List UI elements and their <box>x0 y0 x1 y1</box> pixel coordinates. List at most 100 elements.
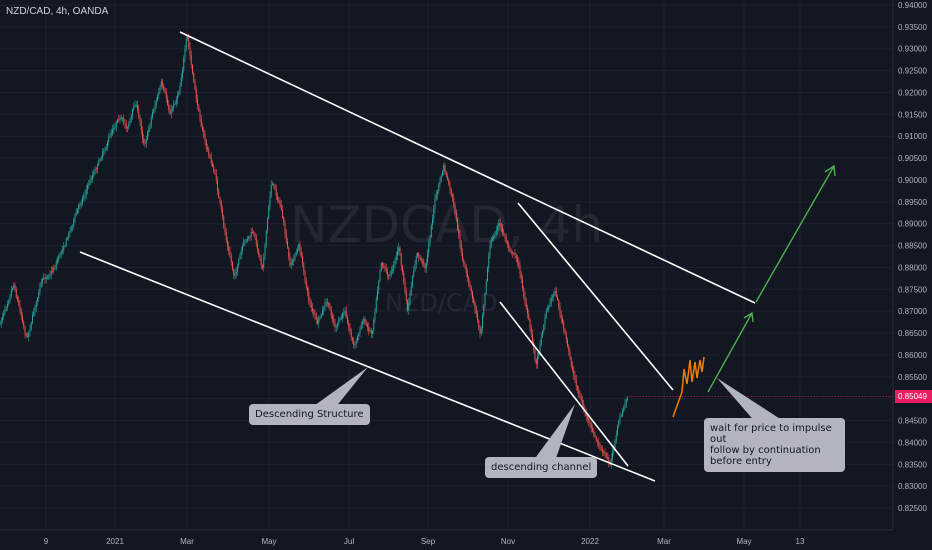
x-tick-label: Sep <box>421 537 436 546</box>
candle-body <box>507 241 508 244</box>
candle-body <box>270 184 272 196</box>
candle-body <box>105 147 107 150</box>
candle-body <box>504 234 506 238</box>
continuation-arrowhead-1 <box>743 311 754 323</box>
candle-body <box>505 237 507 242</box>
candle-body <box>33 311 35 315</box>
candle-body <box>354 344 356 346</box>
candle-body <box>242 245 243 251</box>
candle-body <box>513 253 515 255</box>
y-tick-label: 0.94000 <box>898 1 927 10</box>
descending-structure-callout[interactable]: Descending Structure <box>249 404 370 425</box>
candle-body <box>534 349 536 360</box>
candle-body <box>107 141 108 148</box>
candle-body <box>243 240 245 246</box>
candle-body <box>624 403 626 408</box>
candle-body <box>150 117 152 125</box>
candle-body <box>109 134 111 137</box>
candle-body <box>397 251 398 256</box>
candle-body <box>452 195 453 198</box>
candle-body <box>365 323 367 325</box>
candle-body <box>110 132 112 135</box>
candle-body <box>142 130 143 139</box>
x-tick-label: 2022 <box>581 537 599 546</box>
candle-body <box>398 247 400 252</box>
candle-body <box>395 255 397 261</box>
descending-channel-callout[interactable]: descending channel <box>485 457 598 478</box>
candle-body <box>32 314 33 323</box>
candle-body <box>435 194 437 199</box>
candle-body <box>604 451 606 455</box>
candle-body <box>24 326 26 335</box>
candle-body <box>622 411 623 416</box>
candle-body <box>553 293 555 297</box>
candle-body <box>215 173 217 181</box>
candle-body <box>545 310 547 318</box>
candle-body <box>148 128 150 133</box>
y-tick-label: 0.86500 <box>898 329 927 338</box>
candle-body <box>508 243 510 249</box>
candle-body <box>113 128 115 130</box>
candle-body <box>552 296 553 298</box>
candle-body <box>83 196 85 199</box>
candle-body <box>293 258 295 261</box>
candle-body <box>12 288 13 291</box>
candle-body <box>187 36 188 39</box>
candle-body <box>444 165 446 172</box>
candle-body <box>478 320 480 327</box>
candle-body <box>429 236 431 245</box>
candle-body <box>62 250 63 252</box>
candle-body <box>525 303 527 309</box>
candle-body <box>473 298 475 304</box>
candle-body <box>559 306 561 315</box>
candle-body <box>403 272 405 282</box>
candle-body <box>313 310 315 314</box>
candle-body <box>515 255 517 259</box>
candle-body <box>610 458 612 465</box>
x-tick-label: Mar <box>657 537 671 546</box>
candle-body <box>413 270 415 277</box>
candle-body <box>542 331 543 337</box>
candle-body <box>82 198 83 203</box>
candle-body <box>554 290 556 294</box>
candle-body <box>222 209 223 217</box>
candle-body <box>73 219 75 226</box>
candle-body <box>424 264 426 269</box>
candle-body <box>433 208 435 219</box>
candle-body <box>157 95 158 101</box>
candle-body <box>387 271 388 276</box>
candle-body <box>280 204 282 210</box>
candle-body <box>104 149 106 151</box>
candle-body <box>183 58 185 71</box>
candle-body <box>132 109 133 116</box>
candle-body <box>402 265 403 273</box>
candle-body <box>323 308 325 311</box>
candle-body <box>124 122 126 124</box>
candle-body <box>400 253 402 266</box>
candle-body <box>320 314 322 317</box>
trade-plan-callout[interactable]: wait for price to impulse out follow by … <box>704 418 845 472</box>
candle-body <box>253 232 255 234</box>
candle-body <box>13 284 15 289</box>
candle-body <box>218 190 220 198</box>
candle-body <box>569 351 571 359</box>
candle-body <box>352 337 353 341</box>
candle-body <box>143 138 145 144</box>
plan-callout-pointer <box>717 378 788 424</box>
candle-body <box>185 38 187 50</box>
candle-body <box>214 171 216 174</box>
candle-body <box>512 252 513 254</box>
candle-body <box>238 259 240 266</box>
candle-body <box>404 281 406 292</box>
y-tick-label: 0.92000 <box>898 88 927 97</box>
candle-body <box>539 344 541 352</box>
y-tick-label: 0.88500 <box>898 242 927 251</box>
candle-body <box>480 328 482 334</box>
candle-body <box>437 191 438 195</box>
candle-body <box>577 386 578 390</box>
y-tick-label: 0.93500 <box>898 23 927 32</box>
candle-body <box>493 236 495 239</box>
candle-body <box>257 243 258 250</box>
upper-structure-trendline <box>179 31 756 304</box>
candle-body <box>467 273 468 278</box>
